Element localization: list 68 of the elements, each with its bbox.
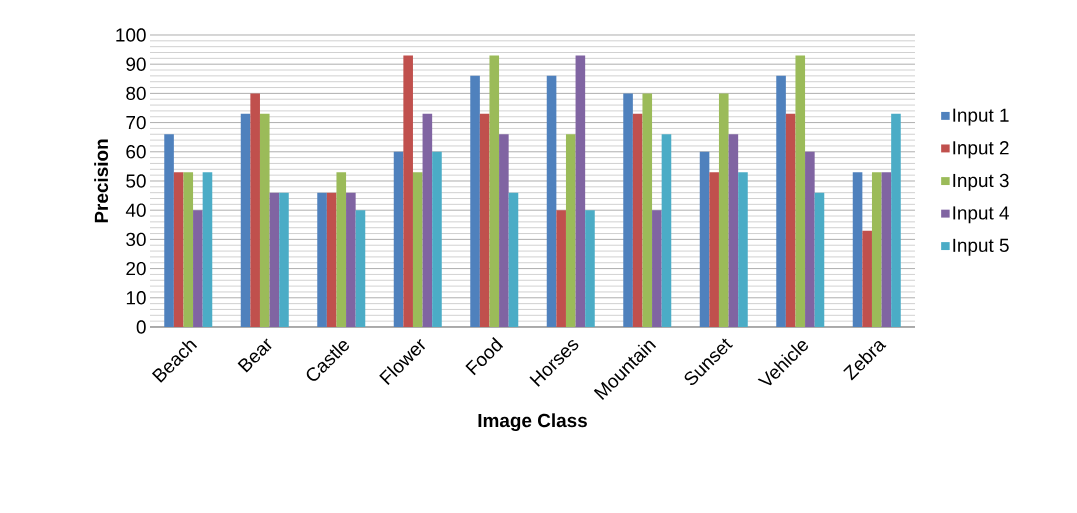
bar [891,113,901,327]
bar [632,113,643,327]
bar [728,134,739,327]
legend-label: Input 4 [953,206,1009,224]
y-tick-label: 30 [126,232,146,247]
bar [661,134,672,327]
bar [881,172,892,327]
bar [556,210,566,327]
y-axis-title: Precision [94,139,109,223]
bar [240,113,251,327]
bar [565,134,576,327]
bar [346,192,356,327]
bar [393,151,404,327]
y-tick-label: 40 [125,203,146,217]
bar [269,192,280,327]
bar [776,75,786,327]
legend-label: Input 3 [953,173,1009,191]
y-tick-label: 80 [126,86,146,101]
bar [546,75,557,327]
bar [193,210,203,327]
y-tick-label: 70 [126,115,146,130]
bar [709,172,719,327]
bar [355,210,366,327]
bar [173,172,184,327]
legend-label: Input 5 [953,238,1009,256]
bar [862,230,872,327]
y-tick-label: 50 [126,174,146,188]
bar [652,210,662,327]
bar [738,172,748,327]
bar [422,113,433,327]
y-tick-label: 90 [126,57,146,71]
bar [499,134,509,327]
y-tick-label: 100 [116,28,146,42]
bar [642,93,653,327]
bar [250,93,260,327]
bar [183,172,194,327]
bar [699,151,710,327]
bar [279,192,289,327]
legend-label: Input 1 [953,108,1009,126]
bar [585,210,595,327]
bar [336,172,347,327]
bar [718,93,729,327]
y-tick-label: 0 [136,320,146,334]
y-tick-label: 10 [126,291,146,305]
x-axis-title: Image Class [478,413,587,432]
bar [814,192,825,327]
bar [795,55,806,327]
bar [403,55,413,327]
y-tick-label: 60 [126,145,146,159]
bar [412,172,423,327]
bar [871,172,882,327]
bar [326,192,337,327]
bar [489,55,500,327]
bar [805,151,815,327]
legend-label: Input 2 [953,141,1009,159]
bar [852,172,863,327]
bar [202,172,213,327]
bar [575,55,586,327]
bar [432,151,442,327]
bar [623,93,633,327]
bar [317,192,327,327]
bar [259,113,270,327]
bar [479,113,490,327]
bar [508,192,519,327]
bar [470,75,480,327]
bar [164,134,174,327]
bar [785,113,796,327]
y-tick-label: 20 [126,261,146,276]
